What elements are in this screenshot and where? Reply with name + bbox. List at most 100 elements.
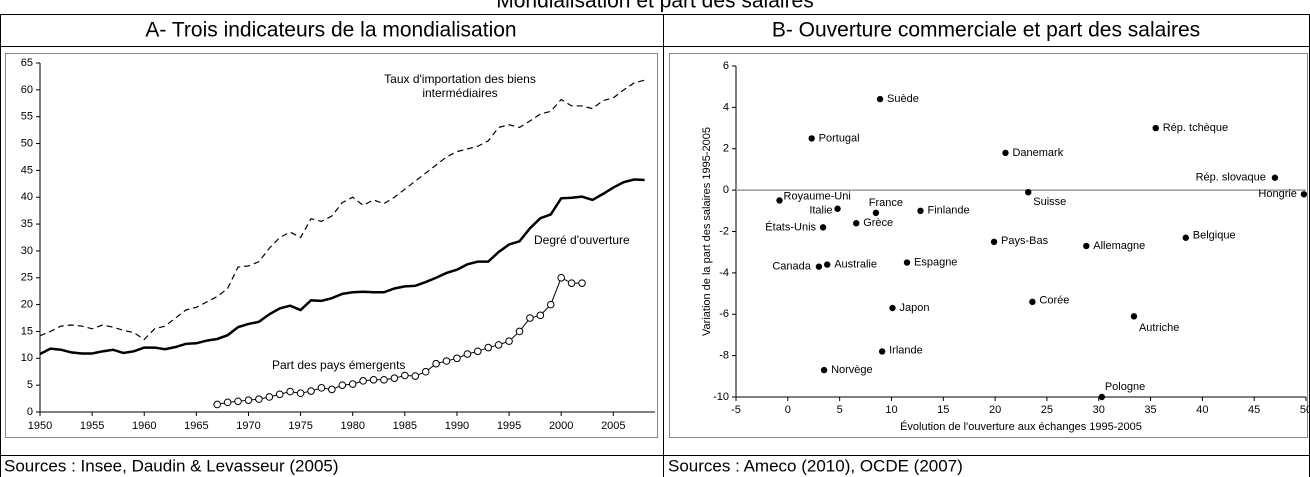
x-tick-label: 1995 (497, 420, 521, 432)
marker (223, 398, 232, 407)
point (1152, 124, 1159, 132)
y-tick-label: 2 (723, 143, 729, 155)
marker (567, 279, 576, 287)
series-label: Degré d'ouverture (534, 233, 630, 247)
x-tick-label: 1955 (80, 420, 104, 432)
point (820, 366, 828, 374)
marker (401, 371, 409, 380)
point (1029, 298, 1036, 306)
y-tick-label: 0 (27, 406, 33, 418)
point (1130, 313, 1138, 320)
marker (505, 337, 513, 345)
y-tick-label: -10 (713, 391, 729, 403)
point (808, 135, 815, 142)
x-tick-label: 1950 (28, 420, 52, 432)
point-label: Autriche (1139, 322, 1179, 334)
point-label: Grèce (863, 217, 893, 229)
y-axis-title: Variation de la part des salaires 1995-2… (701, 127, 713, 336)
point-label: Pays-Bas (1001, 235, 1049, 247)
point (876, 95, 884, 103)
chart-area (669, 53, 1308, 438)
point (1300, 191, 1308, 198)
series-line (39, 79, 645, 341)
x-tick-label: 0 (785, 404, 791, 416)
x-tick-label: 1970 (236, 420, 260, 432)
y-tick-label: 35 (21, 218, 33, 230)
y-tick-label: 65 (21, 57, 33, 69)
x-tick-label: 25 (1041, 404, 1053, 416)
point-label: Australie (834, 259, 877, 271)
y-tick-label: 45 (21, 164, 33, 176)
y-tick-label: 4 (723, 101, 729, 113)
x-tick-label: 1985 (393, 420, 417, 432)
y-tick-label: 10 (21, 352, 33, 364)
x-tick-label: 1975 (288, 420, 312, 432)
point (878, 348, 886, 355)
x-tick-label: 50 (1300, 404, 1310, 416)
point (1182, 234, 1189, 241)
point (776, 197, 783, 204)
y-tick-label: 0 (723, 184, 729, 196)
marker (473, 347, 482, 356)
panel-title: B- Ouverture commerciale et part des sal… (772, 19, 1200, 42)
marker (463, 350, 472, 358)
point (1002, 149, 1009, 157)
point-label: Suisse (1033, 196, 1066, 208)
x-tick-label: 45 (1248, 404, 1260, 416)
x-tick-label: 1990 (445, 420, 469, 432)
point-label: États-Unis (765, 220, 816, 233)
point-label: Italie (809, 205, 832, 217)
y-tick-label: 5 (27, 379, 33, 391)
point (889, 304, 896, 312)
x-tick-label: -5 (731, 404, 741, 416)
point-label: Canada (772, 261, 811, 273)
point (990, 238, 998, 246)
series-label: Part des pays émergents (272, 358, 406, 372)
marker (380, 375, 388, 384)
x-tick-label: 10 (885, 404, 897, 416)
marker (557, 273, 565, 282)
point-label: Danemark (1012, 147, 1063, 159)
marker (359, 377, 367, 385)
point-label: Rép. tchèque (1163, 122, 1228, 134)
y-tick-label: 50 (21, 137, 33, 149)
marker (286, 387, 294, 396)
x-axis-title: Évolution de l'ouverture aux échanges 19… (900, 420, 1142, 433)
y-tick-label: 20 (21, 299, 33, 311)
x-tick-label: 1980 (340, 420, 364, 432)
y-tick-label: -6 (719, 308, 729, 320)
marker (494, 341, 503, 349)
point-label: Hongrie (1258, 188, 1297, 200)
marker (255, 395, 263, 403)
y-tick-label: 15 (21, 325, 33, 337)
x-tick-label: 30 (1093, 404, 1105, 416)
point-label: Espagne (914, 256, 957, 268)
point-label: Japon (899, 302, 929, 314)
marker (307, 387, 315, 395)
series-line (217, 277, 583, 405)
marker (536, 311, 545, 320)
y-tick-label: 6 (723, 60, 729, 72)
y-tick-label: -2 (719, 225, 729, 237)
marker (421, 367, 430, 376)
marker (338, 381, 347, 389)
marker (296, 389, 305, 398)
point (834, 205, 841, 212)
point (819, 224, 827, 231)
marker (526, 314, 534, 322)
point-label: Belgique (1193, 230, 1236, 242)
point-label: Pologne (1105, 381, 1145, 393)
marker (275, 390, 284, 399)
x-tick-label: 1960 (132, 420, 156, 432)
y-tick-label: -8 (719, 350, 729, 362)
point (1025, 188, 1032, 196)
point-label: Allemagne (1093, 240, 1145, 252)
point (872, 209, 880, 217)
point-label: Norvège (831, 364, 873, 376)
marker (578, 279, 586, 287)
marker (369, 375, 378, 384)
series-label: Taux d'importation des biens intermédiai… (384, 72, 536, 100)
point-label: Royaume-Uni (784, 190, 851, 202)
x-tick-label: 15 (937, 404, 949, 416)
marker (213, 400, 222, 409)
